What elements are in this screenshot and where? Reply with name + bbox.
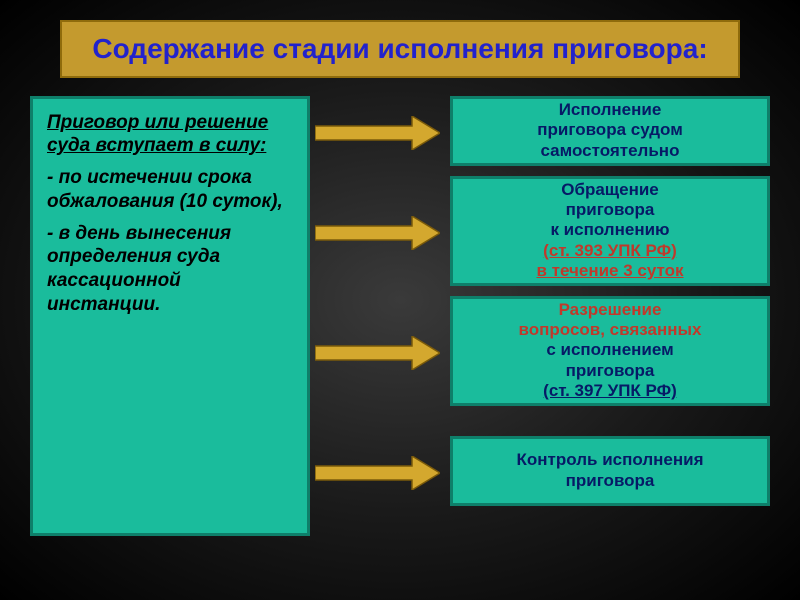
slide-title: Содержание стадии исполнения приговора: (82, 32, 718, 66)
right-box-2-line-4: (ст. 397 УПК РФ) (463, 381, 757, 401)
right-box-0: Исполнениеприговора судомсамостоятельно (450, 96, 770, 166)
right-box-2: Разрешениевопросов, связанныхс исполнени… (450, 296, 770, 406)
right-box-2-line-3: приговора (463, 361, 757, 381)
right-box-2-line-1: вопросов, связанных (463, 320, 757, 340)
right-box-3: Контроль исполненияприговора (450, 436, 770, 506)
left-header: Приговор или решение суда вступает в сил… (47, 111, 293, 159)
right-box-1-line-3: (ст. 393 УПК РФ) (463, 241, 757, 261)
right-box-3-line-0: Контроль исполнения (463, 450, 757, 470)
left-source-box: Приговор или решение суда вступает в сил… (30, 96, 310, 536)
content-area: Приговор или решение суда вступает в сил… (30, 96, 770, 536)
right-box-1-line-0: Обращение (463, 180, 757, 200)
right-box-1-line-2: к исполнению (463, 220, 757, 240)
left-body-2: - в день вынесения определения суда касс… (47, 222, 293, 317)
right-box-3-line-1: приговора (463, 471, 757, 491)
right-box-0-line-2: самостоятельно (463, 141, 757, 161)
arrow-3 (315, 456, 440, 490)
right-box-0-line-1: приговора судом (463, 120, 757, 140)
right-box-0-line-0: Исполнение (463, 100, 757, 120)
right-box-2-line-0: Разрешение (463, 300, 757, 320)
right-box-2-line-2: с исполнением (463, 340, 757, 360)
left-body-1: - по истечении срока обжалования (10 сут… (47, 166, 293, 214)
arrow-2 (315, 336, 440, 370)
right-box-1-line-4: в течение 3 суток (463, 261, 757, 281)
slide: Содержание стадии исполнения приговора: … (0, 0, 800, 600)
arrow-0 (315, 116, 440, 150)
arrow-1 (315, 216, 440, 250)
title-box: Содержание стадии исполнения приговора: (60, 20, 740, 78)
right-box-1: Обращениеприговорак исполнению(ст. 393 У… (450, 176, 770, 286)
right-box-1-line-1: приговора (463, 200, 757, 220)
